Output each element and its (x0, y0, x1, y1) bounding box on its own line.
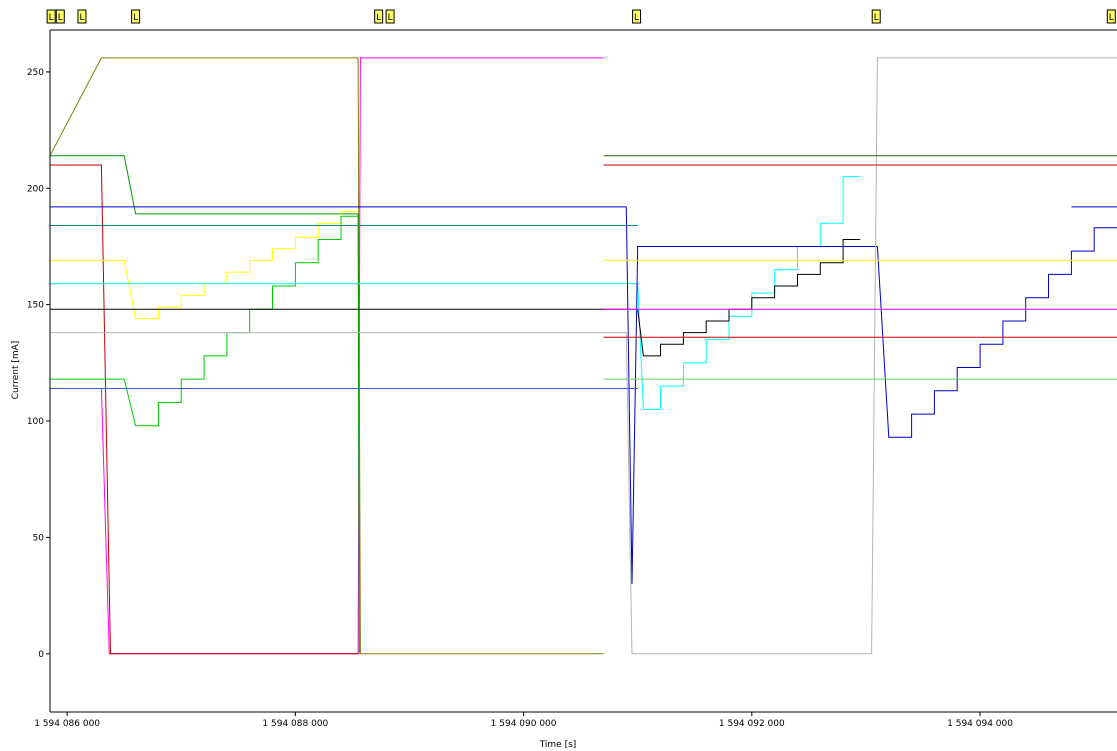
series-line-0 (50, 57, 604, 655)
event-marker-box (131, 9, 141, 24)
x-tick-label: 1 594 094 000 (947, 719, 1013, 729)
event-marker-label: L (1109, 13, 1114, 23)
event-marker-box (632, 9, 642, 24)
event-marker-label: L (133, 13, 138, 23)
series-line-2 (49, 57, 604, 655)
event-marker-label: L (376, 13, 381, 23)
event-marker: L (77, 9, 87, 24)
y-axis-title: Current [mA] (11, 341, 21, 400)
tick-marks: 1 594 086 000 1 594 088 000 1 594 090 000 1… (27, 68, 1013, 729)
series-line-8 (50, 206, 1117, 585)
event-marker-box (385, 9, 395, 24)
x-tick-label: 1 594 088 000 (262, 719, 328, 729)
y-tick-label: 150 (27, 301, 44, 311)
event-marker: L (131, 9, 141, 24)
event-marker-box (55, 9, 65, 24)
event-marker: L (374, 9, 384, 24)
event-marker-label: L (79, 13, 84, 23)
series-lines (49, 57, 1117, 655)
series-line-7 (50, 239, 861, 357)
y-tick-label: 0 (38, 650, 44, 660)
event-marker-label: L (388, 13, 393, 23)
series-line-4 (50, 211, 359, 320)
event-marker: L (632, 9, 642, 24)
event-marker: L (385, 9, 395, 24)
y-tick-label: 100 (27, 417, 44, 427)
event-marker-box (77, 9, 87, 24)
event-marker-box (871, 9, 881, 24)
axes (49, 29, 1117, 713)
event-marker-box (374, 9, 384, 24)
event-marker-box (1106, 9, 1116, 24)
event-marker-label: L (49, 13, 54, 23)
event-marker: L (55, 9, 65, 24)
x-axis-title: Time [s] (539, 740, 577, 750)
y-tick-label: 50 (33, 533, 45, 543)
x-tick-label: 1 594 092 000 (719, 719, 785, 729)
event-marker-label: L (634, 13, 639, 23)
y-tick-label: 250 (27, 68, 44, 78)
event-marker-box (46, 9, 56, 24)
event-marker-label: L (874, 13, 879, 23)
event-marker: L (1106, 9, 1116, 24)
y-tick-label: 200 (27, 184, 44, 194)
event-marker-label: L (58, 13, 63, 23)
event-marker: L (871, 9, 881, 24)
event-marker: L (46, 9, 56, 24)
series-line-9 (50, 57, 1117, 655)
series-line-3 (50, 155, 360, 654)
series-line-5 (50, 215, 359, 427)
series-line-1 (50, 164, 359, 655)
series-line-6 (50, 176, 861, 410)
x-tick-label: 1 594 086 000 (34, 719, 100, 729)
x-tick-label: 1 594 090 000 (491, 719, 557, 729)
